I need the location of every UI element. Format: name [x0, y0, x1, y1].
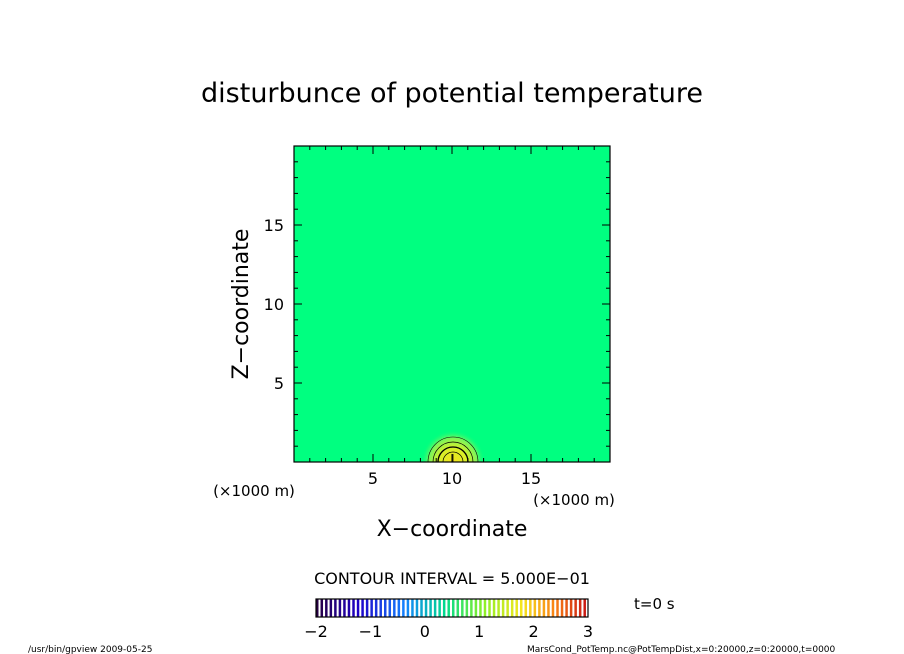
- colorbar-stripe: [320, 599, 324, 617]
- warm-bubble-shading: [421, 430, 485, 462]
- colorbar-stripe: [356, 599, 360, 617]
- time-label: t=0 s: [634, 595, 675, 613]
- x-axis-label: X−coordinate: [377, 517, 528, 542]
- colorbar-stripe: [506, 599, 509, 617]
- contour-line-1.0: [432, 441, 474, 462]
- heatmap-background: [294, 146, 610, 462]
- colorbar-stripe: [470, 599, 473, 617]
- colorbar-stripe: [501, 599, 505, 617]
- colorbar-stripe: [406, 599, 410, 617]
- colorbar-stripe: [329, 599, 333, 617]
- colorbar-stripe: [547, 599, 550, 617]
- y-tick-label: 5: [274, 374, 284, 393]
- colorbar-stripe: [565, 599, 568, 617]
- colorbar-stripe: [574, 599, 577, 617]
- colorbar-stripe: [424, 599, 428, 617]
- colorbar-stripe: [361, 599, 364, 617]
- colorbar-stripe: [583, 599, 586, 617]
- x-tick-label: 10: [442, 469, 462, 488]
- colorbar-stripe: [492, 599, 496, 617]
- colorbar-stripe: [374, 599, 378, 617]
- colorbar-stripe: [438, 599, 441, 617]
- colorbar-stripe: [465, 599, 469, 617]
- colorbar-stripe: [397, 599, 401, 617]
- colorbar-stripe: [447, 599, 450, 617]
- colorbar-tick-label: −2: [304, 622, 328, 641]
- colorbar-stripe: [542, 599, 546, 617]
- y-tick-label: 15: [264, 216, 284, 235]
- contour-line-2.0: [442, 451, 464, 462]
- contour-line-0.5: [427, 436, 479, 462]
- colorbar-stripe: [488, 599, 491, 617]
- colorbar-stripe: [384, 599, 387, 617]
- colorbar-stripe: [415, 599, 419, 617]
- colorbar-stripe: [456, 599, 460, 617]
- colorbar-stripe: [411, 599, 414, 617]
- colorbar-stripe: [452, 599, 455, 617]
- colorbar-stripe: [370, 599, 373, 617]
- colorbar-stripe: [334, 599, 337, 617]
- colorbar-stripe: [442, 599, 446, 617]
- colorbar-stripe: [497, 599, 500, 617]
- colorbar-stripe: [556, 599, 559, 617]
- colorbar-stripe: [524, 599, 528, 617]
- colorbar-stripe: [347, 599, 351, 617]
- x-tick-label: 5: [368, 469, 378, 488]
- colorbar-stripe: [325, 599, 328, 617]
- colorbar-stripe: [429, 599, 432, 617]
- x-tick-labels: 5 10 15: [368, 469, 541, 488]
- colorbar-stripe: [529, 599, 532, 617]
- colorbar-tick-label: −1: [359, 622, 383, 641]
- colorbar-stripe: [510, 599, 514, 617]
- contour-interval-label: CONTOUR INTERVAL = 5.000E−01: [314, 569, 590, 588]
- colorbar-stripe: [420, 599, 423, 617]
- colorbar-stripe: [483, 599, 487, 617]
- y-tick-label: 10: [264, 295, 284, 314]
- colorbar-stripe: [515, 599, 518, 617]
- colorbar-tick-label: 0: [420, 622, 430, 641]
- colorbar-frame: [315, 598, 589, 618]
- colorbar-stripe: [520, 599, 523, 617]
- colorbar-stripes: [316, 599, 586, 617]
- colorbar-stripe: [352, 599, 355, 617]
- colorbar-stripe: [393, 599, 396, 617]
- colorbar-stripe: [433, 599, 437, 617]
- y-axis-label: Z−coordinate: [229, 229, 254, 380]
- colorbar-tick-label: 3: [583, 622, 593, 641]
- colorbar-stripe: [365, 599, 369, 617]
- colorbar-stripe: [533, 599, 537, 617]
- colorbar-stripe: [388, 599, 392, 617]
- colorbar-stripe: [569, 599, 573, 617]
- colorbar-stripe: [402, 599, 405, 617]
- colorbar-stripe: [379, 599, 382, 617]
- y-unit-label: (×1000 m): [213, 482, 295, 500]
- colorbar-stripe: [343, 599, 346, 617]
- colorbar-stripe: [479, 599, 482, 617]
- colorbar-tick-label: 2: [529, 622, 539, 641]
- colorbar-tick-labels: −2 −1 0 1 2 3: [304, 622, 593, 641]
- plot-area: [293, 145, 611, 463]
- colorbar-stripe: [578, 599, 582, 617]
- colorbar-stripe: [551, 599, 555, 617]
- axis-ticks: [294, 146, 610, 462]
- contour-line-1.5: [437, 446, 469, 462]
- x-unit-label: (×1000 m): [533, 491, 615, 509]
- colorbar-tick-label: 1: [474, 622, 484, 641]
- chart-title: disturbunce of potential temperature: [201, 78, 703, 109]
- colorbar-stripe: [474, 599, 478, 617]
- colorbar-stripe: [461, 599, 464, 617]
- footer-right: MarsCond_PotTemp.nc@PotTempDist,x=0:2000…: [527, 645, 836, 654]
- colorbar-stripe: [560, 599, 564, 617]
- x-tick-label: 15: [521, 469, 541, 488]
- colorbar-stripe: [338, 599, 342, 617]
- colorbar-stripe: [538, 599, 541, 617]
- colorbar-stripe: [316, 599, 319, 617]
- colorbar: −2 −1 0 1 2 3: [304, 598, 593, 641]
- y-tick-labels: 5 10 15: [264, 216, 284, 393]
- footer-left: /usr/bin/gpview 2009-05-25: [28, 645, 152, 654]
